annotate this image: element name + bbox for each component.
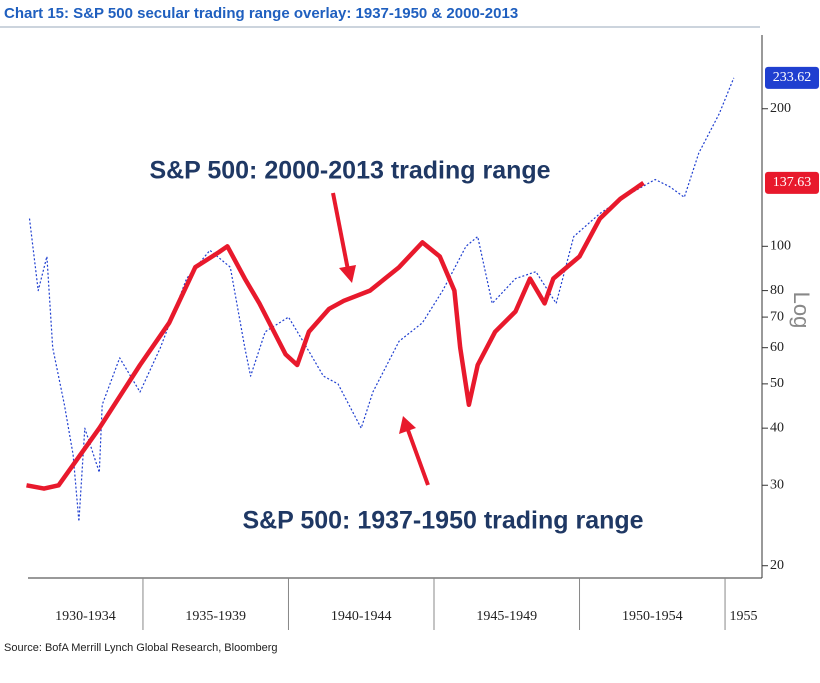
y-tick-label: 30	[770, 477, 784, 492]
y-tick-label: 200	[770, 101, 791, 116]
series-line	[28, 77, 735, 522]
y-tick-label: 40	[770, 420, 784, 435]
x-tick-label: 1930-1934	[55, 609, 116, 624]
chart-title: Chart 15: S&P 500 secular trading range …	[4, 5, 518, 22]
x-tick-label: 1935-1939	[185, 609, 246, 624]
last-value-box	[765, 171, 819, 194]
last-value-label: 137.63	[773, 175, 812, 190]
annotation-arrowhead	[399, 416, 416, 434]
y-tick-label: 60	[770, 340, 784, 355]
annotation: S&P 500: 1937-1950 trading range	[242, 507, 643, 535]
last-value-box	[765, 66, 819, 89]
x-tick-label: 1955	[730, 609, 758, 624]
last-value-label: 233.62	[773, 70, 812, 85]
y-tick-label: 80	[770, 283, 784, 298]
y-tick-label: 20	[770, 558, 784, 573]
annotation-arrow	[331, 192, 350, 271]
y-tick-label: 70	[770, 309, 784, 324]
x-tick-label: 1945-1949	[476, 609, 537, 624]
plot-area	[26, 77, 735, 522]
series-line	[26, 181, 645, 491]
y-tick-label: 50	[770, 376, 784, 391]
annotation-arrow	[406, 429, 430, 486]
annotation: S&P 500: 2000-2013 trading range	[149, 157, 550, 185]
x-tick-label: 1940-1944	[331, 609, 392, 624]
y-tick-label: 100	[770, 239, 791, 254]
annotation-arrowhead	[339, 265, 356, 283]
source-note: Source: BofA Merrill Lynch Global Resear…	[4, 642, 278, 654]
x-tick-label: 1950-1954	[622, 609, 683, 624]
y-axis-label: Log	[789, 292, 814, 329]
